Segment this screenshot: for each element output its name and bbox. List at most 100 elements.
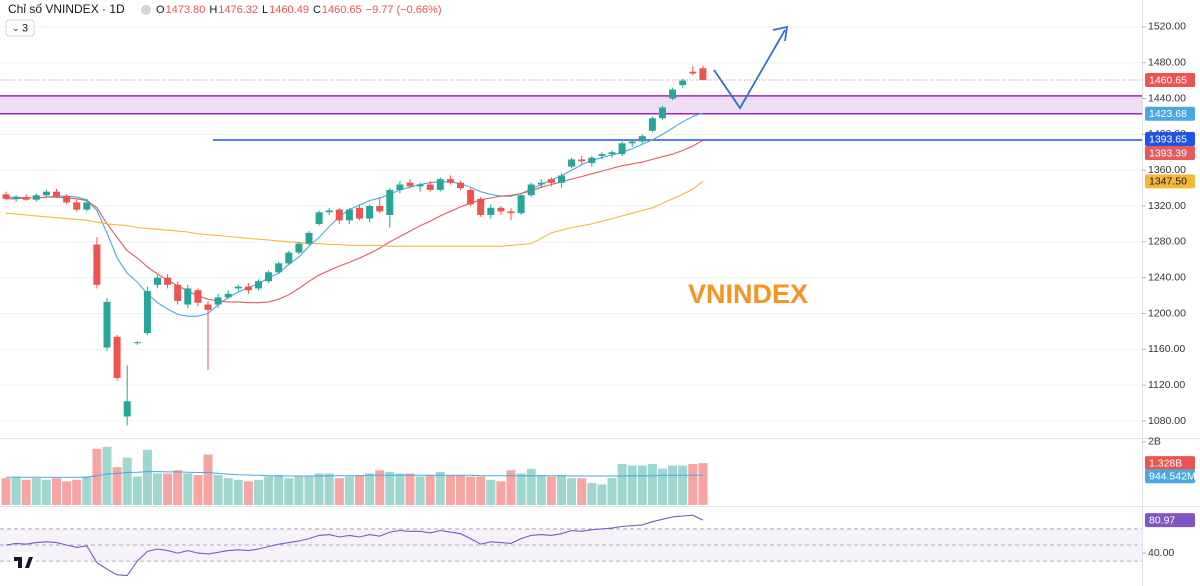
candle-body — [598, 154, 606, 156]
volume-bar — [688, 463, 698, 505]
candle-body — [376, 206, 384, 212]
candle-body — [305, 232, 313, 244]
volume-bar — [173, 470, 183, 505]
candle-body — [184, 288, 192, 305]
volume-bar — [506, 470, 516, 505]
volume-bar — [62, 481, 72, 505]
volume-bar — [425, 475, 435, 505]
candle-body — [325, 210, 333, 213]
volume-bar — [627, 465, 637, 505]
candle-body — [497, 207, 505, 212]
volume-bar — [254, 479, 263, 505]
volume-bar — [41, 479, 51, 505]
last-price-label: 1460.65 — [1149, 74, 1187, 86]
volume-bar — [557, 475, 566, 505]
candle-body — [12, 197, 20, 199]
rsi-label: 80.97 — [1149, 514, 1175, 526]
candle-body — [366, 206, 374, 219]
volume-bar — [72, 479, 82, 505]
ohlc-key: O — [156, 4, 165, 16]
y-tick-label: 1160.00 — [1148, 343, 1185, 355]
volume-bar — [52, 478, 61, 505]
projection-arrow — [713, 29, 786, 110]
last-price-label-bg — [1145, 73, 1195, 88]
rsi-label-bg — [1145, 513, 1195, 528]
candle-body — [426, 184, 434, 190]
candle-body — [285, 252, 293, 264]
volume-bar — [284, 478, 294, 505]
volume-label: 1.328B — [1149, 457, 1182, 469]
volume-bar — [213, 475, 223, 505]
volume-ma-label-bg — [1145, 469, 1195, 484]
hline-label: 1393.65 — [1149, 133, 1187, 145]
volume-bar — [647, 463, 657, 505]
ma-label-bg — [1145, 174, 1195, 189]
candle-body — [154, 277, 161, 285]
moving-average — [6, 112, 704, 317]
ma-label: 1423.68 — [1149, 108, 1187, 120]
candle-body — [588, 157, 596, 164]
candle-body — [174, 284, 182, 301]
candle-body — [507, 211, 515, 214]
moving-average — [5, 180, 704, 247]
volume-bar — [466, 476, 476, 505]
candle-body — [2, 194, 10, 199]
y-tick-label: 1360.00 — [1148, 164, 1186, 176]
y-tick-label: 1480.00 — [1148, 56, 1186, 68]
volume-bar — [344, 476, 354, 505]
volume-bar — [233, 479, 243, 505]
volume-bar — [698, 463, 708, 505]
y-tick-label: 1440.00 — [1148, 92, 1186, 104]
candle-body — [648, 118, 656, 131]
ohlc-key: C — [313, 4, 321, 16]
ma-label: 1393.39 — [1149, 147, 1187, 159]
candle-body — [537, 182, 545, 185]
candle-body — [517, 195, 525, 214]
candle-body — [73, 202, 81, 210]
volume-bar — [304, 476, 314, 505]
candle-body — [477, 198, 485, 215]
ohlc-header: O 1473.80 H 1476.32 L 1460.49 C 1460.65 −9.77 (−… — [156, 4, 442, 16]
volume-bar — [314, 473, 324, 505]
candle-body — [42, 191, 50, 196]
hline-label-bg — [1145, 132, 1195, 147]
volume-bar — [577, 478, 587, 505]
y-tick-label: 1200.00 — [1148, 307, 1186, 319]
indicator-count: 3 — [22, 22, 28, 34]
volume-bar — [203, 454, 213, 505]
volume-bar — [637, 465, 647, 505]
ma-label: 1347.50 — [1149, 176, 1187, 188]
volume-bar — [92, 448, 102, 505]
candle-body — [345, 209, 353, 221]
tradingview-logo — [10, 552, 36, 574]
candle-body — [113, 336, 121, 378]
symbol-title: Chỉ số VNINDEX · 1D — [8, 2, 125, 16]
volume-ma — [6, 471, 703, 478]
candle-body — [123, 401, 131, 417]
ohlc-value: 1473.80 — [166, 4, 206, 16]
candle-body — [275, 263, 283, 273]
volume-bar — [193, 475, 203, 505]
y-tick-label: 1280.00 — [1148, 236, 1186, 248]
candle-body — [457, 182, 464, 189]
volume-bar — [678, 465, 688, 505]
candle-body — [608, 152, 616, 155]
candle-body — [638, 136, 646, 142]
candle-body — [93, 244, 101, 285]
y-tick-label: 1120.00 — [1148, 379, 1185, 391]
volume-bar — [1, 478, 11, 505]
candle-body — [628, 141, 636, 144]
y-tick-label: 40.00 — [1148, 547, 1174, 559]
candle-body — [558, 175, 565, 183]
volume-bar — [132, 476, 142, 505]
volume-bar — [658, 468, 667, 505]
ohlc-value: 1460.49 — [269, 4, 309, 16]
y-tick-label: 1520.00 — [1148, 21, 1186, 33]
rsi-line — [5, 514, 704, 577]
candle-body — [315, 212, 323, 224]
volume-bar — [142, 449, 152, 505]
indicator-toggle[interactable] — [5, 19, 35, 37]
candle-body — [63, 196, 71, 203]
volume-bar — [668, 465, 678, 505]
volume-bar — [617, 463, 627, 505]
